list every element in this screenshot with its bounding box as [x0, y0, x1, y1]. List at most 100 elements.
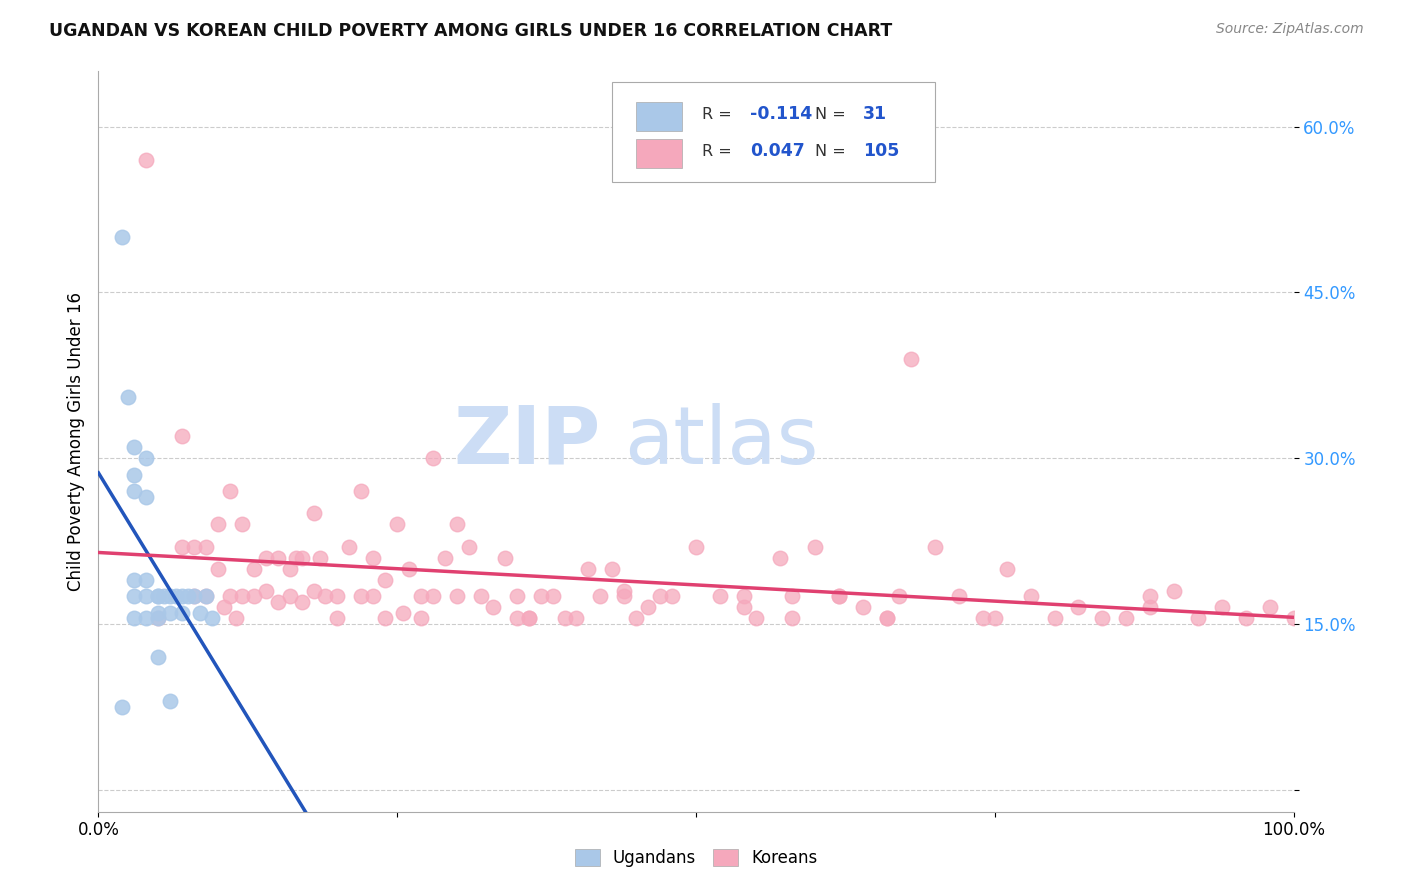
Point — [183, 589, 205, 603]
Point — [148, 589, 170, 603]
Point — [194, 540, 218, 554]
Point — [231, 517, 253, 532]
Legend: Ugandans, Koreans: Ugandans, Koreans — [568, 842, 824, 874]
Point — [648, 589, 672, 603]
Point — [876, 611, 898, 625]
Point — [254, 550, 277, 565]
Point — [254, 583, 277, 598]
Point — [924, 540, 946, 554]
Text: atlas: atlas — [624, 402, 818, 481]
Point — [183, 589, 205, 603]
Point — [613, 583, 636, 598]
Point — [308, 550, 330, 565]
Point — [302, 507, 325, 521]
Point — [201, 611, 224, 625]
Point — [148, 611, 170, 625]
Text: R =: R = — [702, 144, 737, 159]
Point — [1282, 611, 1305, 625]
Point — [876, 611, 898, 625]
Point — [972, 611, 994, 625]
Point — [302, 583, 325, 598]
Text: R =: R = — [702, 107, 737, 122]
Point — [363, 589, 385, 603]
Point — [733, 600, 755, 615]
Text: ZIP: ZIP — [453, 402, 600, 481]
Point — [768, 550, 790, 565]
Point — [780, 611, 803, 625]
Point — [207, 561, 229, 575]
Point — [165, 589, 187, 603]
Point — [517, 611, 540, 625]
Point — [135, 490, 157, 504]
Point — [1115, 611, 1137, 625]
Text: UGANDAN VS KOREAN CHILD POVERTY AMONG GIRLS UNDER 16 CORRELATION CHART: UGANDAN VS KOREAN CHILD POVERTY AMONG GI… — [49, 22, 893, 40]
Point — [733, 589, 755, 603]
Point — [159, 606, 181, 620]
Text: N =: N = — [815, 144, 852, 159]
Point — [172, 540, 194, 554]
Point — [135, 153, 157, 167]
Point — [565, 611, 588, 625]
Point — [135, 573, 157, 587]
Point — [828, 589, 851, 603]
Point — [398, 561, 420, 575]
Point — [900, 351, 922, 366]
Text: -0.114: -0.114 — [749, 105, 813, 123]
Point — [446, 589, 468, 603]
Point — [1234, 611, 1257, 625]
Point — [458, 540, 481, 554]
Point — [148, 611, 170, 625]
Point — [411, 589, 433, 603]
Point — [1139, 589, 1161, 603]
Point — [350, 589, 373, 603]
Point — [661, 589, 683, 603]
Point — [159, 694, 181, 708]
Point — [225, 611, 247, 625]
Point — [188, 606, 211, 620]
Point — [111, 230, 134, 244]
Point — [350, 484, 373, 499]
Point — [529, 589, 551, 603]
Point — [124, 589, 146, 603]
Text: N =: N = — [815, 107, 852, 122]
Point — [124, 484, 146, 499]
Point — [267, 550, 290, 565]
Point — [124, 611, 146, 625]
Point — [589, 589, 612, 603]
Point — [183, 540, 205, 554]
Point — [363, 550, 385, 565]
Point — [172, 606, 194, 620]
Point — [392, 606, 415, 620]
Point — [212, 600, 235, 615]
Point — [278, 589, 301, 603]
Text: 105: 105 — [863, 143, 900, 161]
Point — [243, 561, 266, 575]
Point — [481, 600, 505, 615]
Point — [1187, 611, 1209, 625]
Point — [326, 589, 349, 603]
Point — [637, 600, 659, 615]
Point — [124, 573, 146, 587]
Point — [446, 517, 468, 532]
Point — [1019, 589, 1042, 603]
Point — [828, 589, 851, 603]
Point — [1043, 611, 1066, 625]
Point — [889, 589, 911, 603]
Point — [111, 699, 134, 714]
Point — [117, 390, 139, 404]
Point — [422, 451, 444, 466]
Point — [124, 440, 146, 454]
Point — [685, 540, 707, 554]
Point — [1091, 611, 1114, 625]
Point — [852, 600, 875, 615]
Point — [1163, 583, 1185, 598]
Bar — [637, 139, 682, 168]
Point — [995, 561, 1018, 575]
Text: 0.047: 0.047 — [749, 143, 804, 161]
Point — [506, 611, 529, 625]
Point — [1067, 600, 1090, 615]
Bar — [637, 103, 682, 130]
Point — [506, 589, 529, 603]
Point — [135, 611, 157, 625]
Point — [219, 589, 242, 603]
